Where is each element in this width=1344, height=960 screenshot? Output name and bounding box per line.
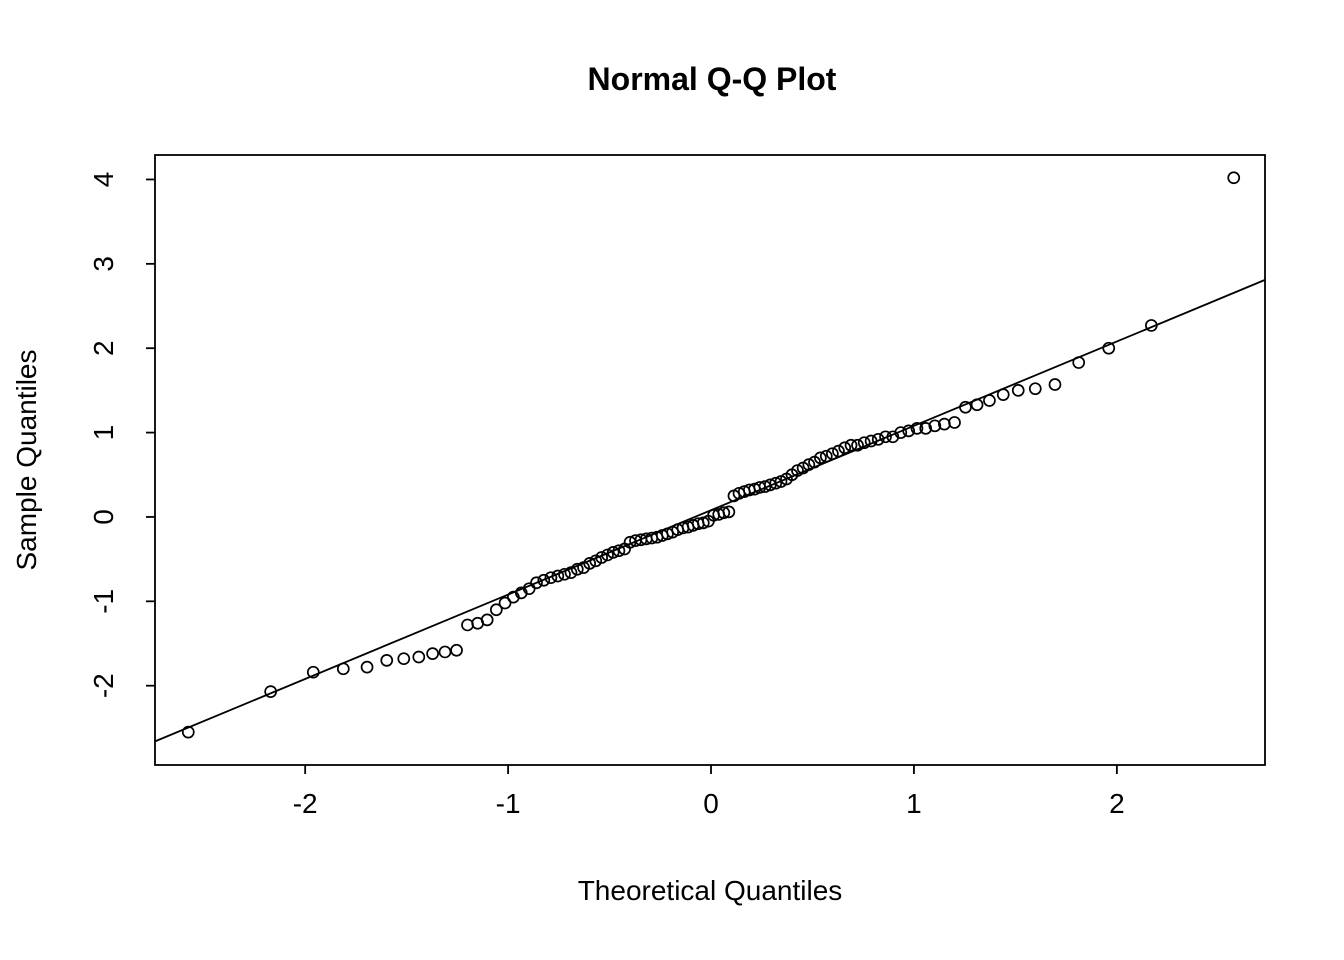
data-point <box>959 400 972 414</box>
data-point <box>530 576 543 590</box>
data-point <box>791 464 804 477</box>
data-point <box>583 557 597 570</box>
data-point <box>902 424 916 438</box>
data-point <box>612 544 626 558</box>
data-point <box>717 506 731 520</box>
data-point <box>181 725 195 739</box>
data-point <box>426 647 439 660</box>
data-point <box>397 652 411 666</box>
data-point <box>606 546 620 559</box>
data-point <box>826 447 839 461</box>
data-point <box>864 434 878 448</box>
data-point <box>480 613 494 627</box>
data-point <box>832 444 845 458</box>
y-tick-label: -2 <box>88 673 119 698</box>
x-axis-ticks: -2 -1 0 1 2 <box>293 765 1125 819</box>
y-axis-ticks: -2 -1 0 1 2 3 4 <box>88 172 155 698</box>
data-point <box>857 436 871 450</box>
data-point <box>970 398 984 412</box>
data-point <box>910 422 924 435</box>
data-point <box>1028 382 1042 396</box>
y-axis-label: Sample Quantiles <box>11 349 42 570</box>
y-tick-label: 4 <box>88 172 119 188</box>
data-point <box>558 567 571 581</box>
data-point <box>360 660 374 674</box>
chart-title: Normal Q-Q Plot <box>588 61 837 97</box>
data-point <box>851 438 864 452</box>
data-point <box>871 432 885 446</box>
data-point <box>380 654 394 667</box>
y-tick-label: 0 <box>88 509 119 525</box>
data-point <box>928 419 942 433</box>
data-point <box>551 569 565 583</box>
data-point <box>819 449 833 463</box>
data-point <box>489 603 503 617</box>
plot-border <box>154 154 1266 766</box>
data-point <box>879 430 892 444</box>
data-point <box>894 426 908 439</box>
data-point <box>769 476 783 490</box>
y-tick-label: 3 <box>88 256 119 272</box>
data-point <box>983 394 996 407</box>
data-point <box>264 685 278 698</box>
data-point <box>461 618 474 632</box>
data-point <box>919 422 933 435</box>
data-point <box>802 458 816 471</box>
x-tick-label: 1 <box>906 788 922 819</box>
data-point <box>498 596 512 610</box>
data-point <box>544 571 558 585</box>
y-tick-label: 1 <box>88 425 119 441</box>
x-tick-label: 0 <box>703 788 719 819</box>
x-tick-label: -1 <box>496 788 521 819</box>
data-point <box>1011 384 1025 397</box>
data-point <box>438 645 452 659</box>
data-point <box>570 562 584 576</box>
data-point <box>450 643 463 657</box>
data-point <box>1102 341 1116 355</box>
y-tick-label: 2 <box>88 340 119 356</box>
x-tick-label: 2 <box>1109 788 1125 819</box>
x-tick-label: -2 <box>293 788 318 819</box>
data-point <box>601 548 614 562</box>
data-point <box>412 650 426 664</box>
data-point <box>595 551 608 564</box>
data-point <box>1048 378 1062 391</box>
data-point <box>814 451 827 465</box>
data-point <box>1072 356 1086 369</box>
data-point <box>996 388 1010 401</box>
data-point <box>661 527 674 541</box>
data-point <box>336 662 350 676</box>
data-point <box>844 438 858 452</box>
data-point <box>1227 171 1241 185</box>
data-point <box>306 665 320 679</box>
data-point <box>1145 319 1158 332</box>
data-point <box>564 566 578 579</box>
data-point <box>722 505 736 519</box>
data-points <box>181 171 1241 739</box>
y-tick-label: -1 <box>88 589 119 614</box>
data-point <box>948 416 961 429</box>
x-axis-label: Theoretical Quantiles <box>578 875 843 906</box>
data-point <box>838 441 852 455</box>
data-point <box>537 573 551 587</box>
